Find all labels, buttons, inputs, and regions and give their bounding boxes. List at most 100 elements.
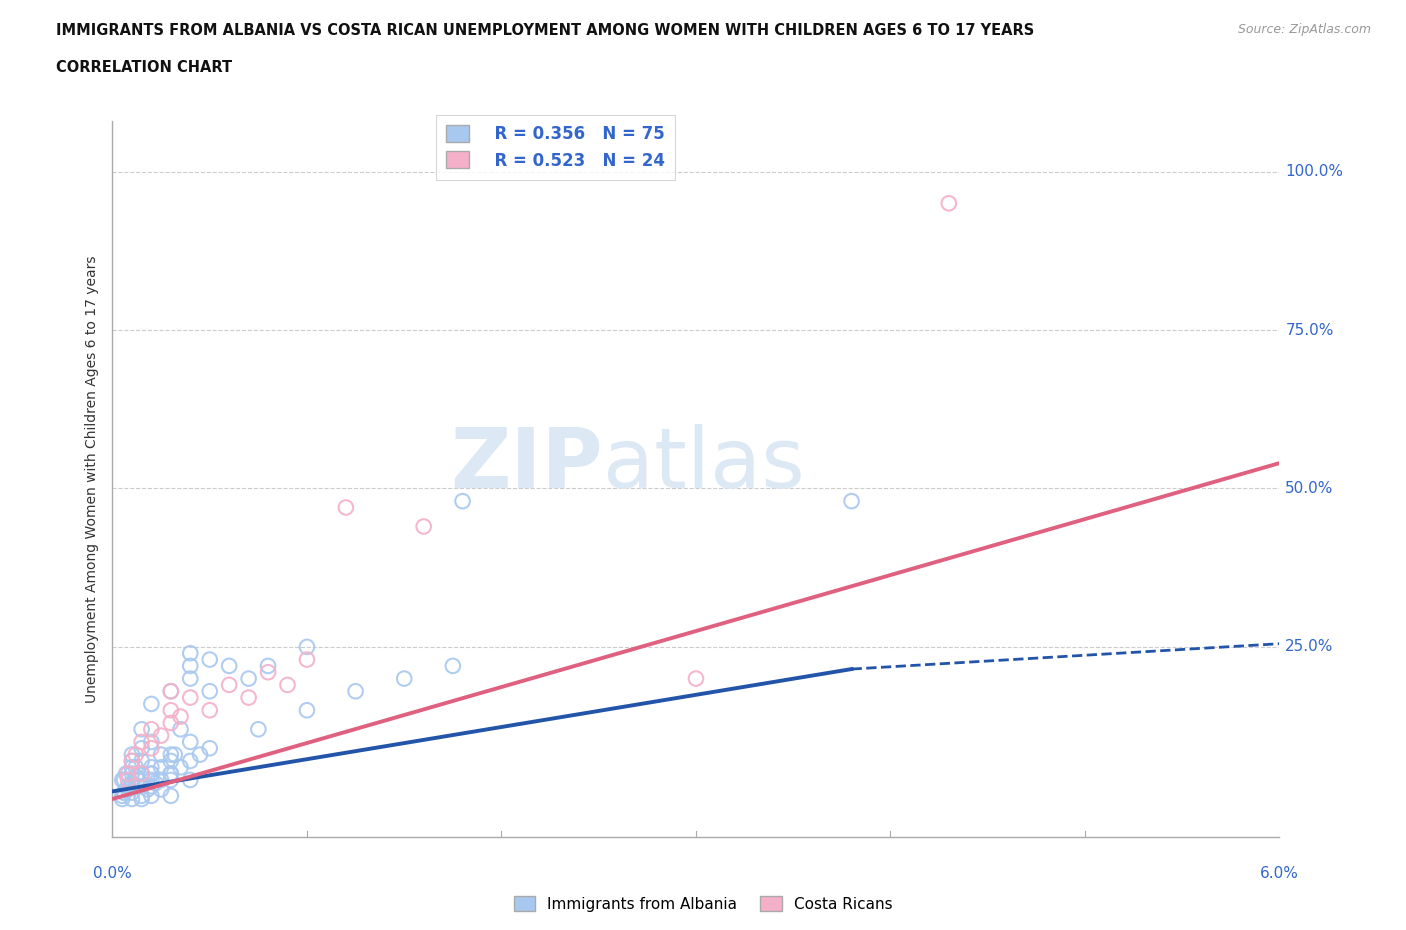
Point	[169, 722, 191, 737]
Point	[111, 791, 134, 806]
Point	[131, 741, 153, 756]
Point	[136, 782, 159, 797]
Point	[150, 782, 173, 797]
Point	[841, 494, 863, 509]
Point	[121, 766, 143, 781]
Point	[198, 741, 221, 756]
Point	[141, 766, 163, 781]
Point	[160, 684, 183, 698]
Point	[392, 671, 416, 686]
Point	[344, 684, 367, 698]
Point	[938, 196, 960, 211]
Text: 25.0%: 25.0%	[1285, 640, 1334, 655]
Point	[160, 703, 183, 718]
Point	[441, 658, 464, 673]
Point	[198, 703, 221, 718]
Point	[160, 773, 183, 788]
Point	[198, 652, 221, 667]
Point	[141, 766, 163, 781]
Point	[117, 778, 139, 793]
Text: IMMIGRANTS FROM ALBANIA VS COSTA RICAN UNEMPLOYMENT AMONG WOMEN WITH CHILDREN AG: IMMIGRANTS FROM ALBANIA VS COSTA RICAN U…	[56, 23, 1035, 38]
Legend: Immigrants from Albania, Costa Ricans: Immigrants from Albania, Costa Ricans	[508, 889, 898, 918]
Text: 75.0%: 75.0%	[1285, 323, 1334, 338]
Point	[160, 766, 183, 781]
Point	[141, 697, 163, 711]
Point	[179, 735, 201, 750]
Point	[160, 766, 183, 781]
Point	[218, 677, 240, 692]
Point	[121, 778, 143, 793]
Text: 6.0%: 6.0%	[1260, 866, 1299, 881]
Point	[121, 776, 143, 790]
Point	[160, 753, 183, 768]
Point	[218, 658, 240, 673]
Point	[150, 773, 173, 788]
Point	[141, 778, 163, 793]
Point	[163, 747, 186, 762]
Point	[112, 785, 135, 800]
Text: 50.0%: 50.0%	[1285, 481, 1334, 496]
Legend:   R = 0.356   N = 75,   R = 0.523   N = 24: R = 0.356 N = 75, R = 0.523 N = 24	[436, 115, 675, 179]
Y-axis label: Unemployment Among Women with Children Ages 6 to 17 years: Unemployment Among Women with Children A…	[84, 255, 98, 703]
Point	[121, 753, 143, 768]
Point	[179, 690, 201, 705]
Point	[121, 747, 143, 762]
Point	[131, 766, 153, 781]
Point	[127, 773, 149, 788]
Point	[141, 773, 163, 788]
Text: 100.0%: 100.0%	[1285, 164, 1343, 179]
Point	[125, 747, 148, 762]
Point	[198, 684, 221, 698]
Point	[112, 773, 135, 788]
Text: atlas: atlas	[603, 424, 804, 505]
Point	[121, 760, 143, 775]
Point	[150, 728, 173, 743]
Point	[141, 735, 163, 750]
Point	[131, 791, 153, 806]
Point	[141, 722, 163, 737]
Point	[179, 773, 201, 788]
Point	[111, 789, 134, 804]
Point	[238, 690, 260, 705]
Point	[257, 658, 280, 673]
Point	[257, 665, 280, 680]
Point	[160, 715, 183, 730]
Point	[150, 760, 173, 775]
Point	[121, 791, 143, 806]
Point	[160, 684, 183, 698]
Point	[121, 785, 143, 800]
Point	[141, 760, 163, 775]
Point	[141, 789, 163, 804]
Point	[451, 494, 474, 509]
Point	[179, 753, 201, 768]
Point	[295, 652, 318, 667]
Point	[131, 766, 153, 781]
Point	[131, 766, 153, 781]
Text: 0.0%: 0.0%	[93, 866, 132, 881]
Point	[141, 741, 163, 756]
Point	[131, 722, 153, 737]
Point	[247, 722, 270, 737]
Point	[276, 677, 298, 692]
Point	[125, 760, 148, 775]
Point	[117, 782, 139, 797]
Point	[179, 671, 201, 686]
Point	[295, 703, 318, 718]
Point	[125, 769, 148, 784]
Point	[150, 747, 173, 762]
Point	[335, 500, 357, 515]
Point	[169, 710, 191, 724]
Point	[160, 747, 183, 762]
Point	[115, 766, 138, 781]
Point	[179, 658, 201, 673]
Point	[412, 519, 434, 534]
Text: CORRELATION CHART: CORRELATION CHART	[56, 60, 232, 75]
Point	[121, 778, 143, 793]
Point	[131, 753, 153, 768]
Point	[128, 778, 150, 793]
Point	[117, 773, 139, 788]
Point	[295, 640, 318, 655]
Point	[188, 747, 211, 762]
Point	[160, 789, 183, 804]
Text: ZIP: ZIP	[450, 424, 603, 505]
